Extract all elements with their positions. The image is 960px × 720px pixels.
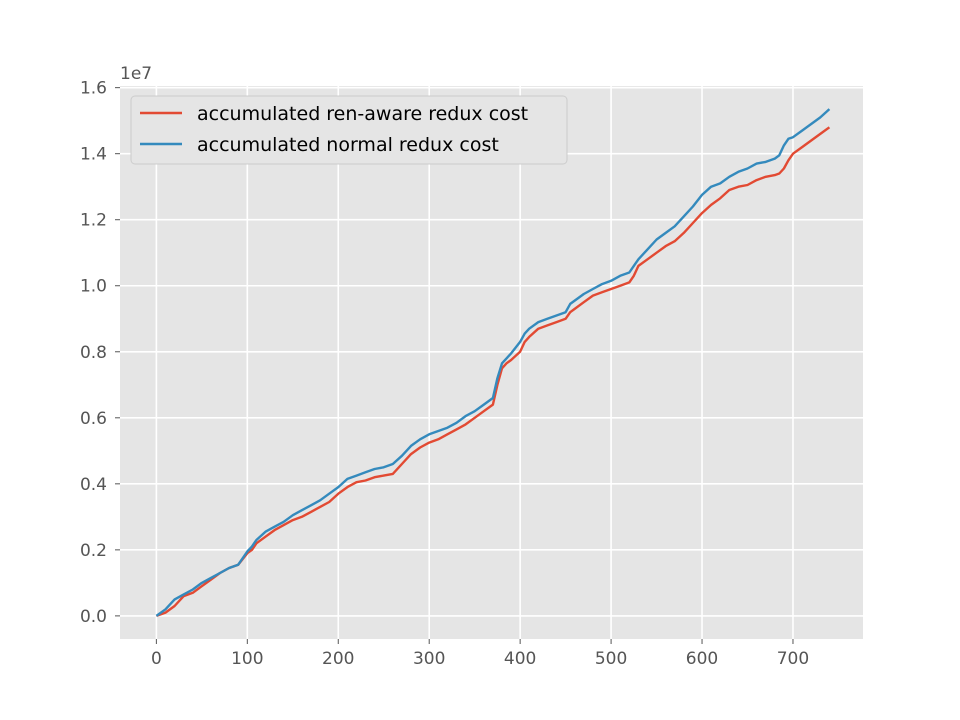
- y-axis: 0.0 0.2 0.4 0.6 0.8 1.0 1.2 1.4 1.6: [80, 79, 120, 627]
- x-tick-label: 600: [686, 649, 718, 669]
- legend-label-normal: accumulated normal redux cost: [197, 134, 499, 156]
- y-tick-label: 1.4: [80, 145, 107, 165]
- x-tick-label: 500: [595, 649, 627, 669]
- y-axis-offset-label: 1e7: [120, 64, 152, 84]
- x-tick-label: 700: [777, 649, 809, 669]
- series-line-ren-aware: [155, 126, 831, 618]
- legend-label-ren-aware: accumulated ren-aware redux cost: [197, 103, 528, 125]
- legend: accumulated ren-aware redux cost accumul…: [130, 95, 568, 165]
- x-tick-label: 200: [322, 649, 354, 669]
- x-tick-label: 100: [231, 649, 263, 669]
- x-tick-label: 300: [413, 649, 445, 669]
- series-layer: [155, 108, 831, 618]
- series-line-normal: [155, 108, 831, 617]
- y-tick-label: 1.6: [80, 79, 107, 99]
- x-axis: 0 100 200 300 400 500 600 700: [151, 639, 809, 669]
- plot-area: [120, 86, 863, 639]
- grid-lines: [120, 86, 863, 639]
- legend-box: [130, 95, 568, 165]
- y-tick-label: 0.6: [80, 409, 107, 429]
- y-tick-label: 0.4: [80, 475, 107, 495]
- y-tick-label: 0.8: [80, 343, 107, 363]
- x-tick-label: 400: [504, 649, 536, 669]
- y-tick-label: 1.2: [80, 211, 107, 231]
- y-tick-label: 0.2: [80, 541, 107, 561]
- x-tick-label: 0: [151, 649, 162, 669]
- y-tick-label: 1.0: [80, 277, 107, 297]
- y-tick-label: 0.0: [80, 607, 107, 627]
